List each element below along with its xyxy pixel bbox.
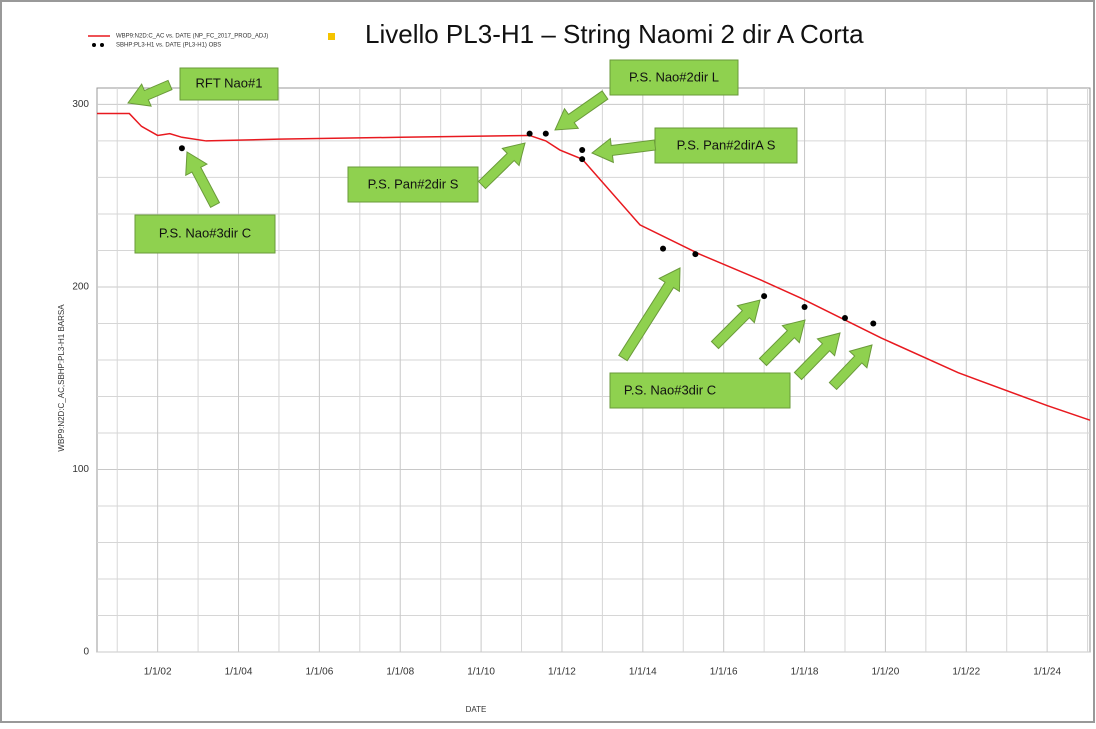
- legend-swatch: [100, 43, 104, 47]
- plot: [97, 112, 1091, 421]
- annotation: P.S. Pan#2dirA S: [677, 137, 776, 152]
- x-tick-label: 1/1/12: [548, 667, 576, 678]
- annotation: P.S. Nao#2dir L: [629, 69, 719, 84]
- annotation-box: [609, 372, 791, 409]
- arrow: [127, 79, 173, 107]
- x-tick-label: 1/1/24: [1033, 667, 1061, 678]
- x-tick-label: 1/1/18: [791, 667, 819, 678]
- arrow: [477, 142, 526, 190]
- x-tick-label: 1/1/08: [386, 667, 414, 678]
- title-bullet: [328, 33, 335, 40]
- arrow: [554, 90, 609, 131]
- arrow: [758, 319, 806, 367]
- annotation: RFT Nao#1: [196, 75, 263, 90]
- x-tick-label: 1/1/10: [467, 667, 495, 678]
- x-tick-label: 1/1/22: [952, 667, 980, 678]
- y-tick-label: 200: [72, 282, 89, 293]
- x-tick-label: 1/1/02: [144, 667, 172, 678]
- annotation-box: [609, 59, 739, 96]
- data-point: [579, 147, 586, 154]
- x-tick-label: 1/1/20: [872, 667, 900, 678]
- data-point: [801, 304, 808, 311]
- series-line: [97, 112, 1091, 421]
- arrow: [185, 151, 221, 209]
- data-point: [579, 156, 586, 163]
- data-point: [542, 130, 549, 137]
- x-tick-label: 1/1/14: [629, 667, 657, 678]
- data-point: [178, 145, 185, 152]
- chart-title: Livello PL3-H1 – String Naomi 2 dir A Co…: [365, 19, 864, 49]
- annotation-box: [654, 127, 798, 164]
- annotation-box: [134, 214, 276, 254]
- y-axis-label: WBP9:N2D:C_AC,SBHP:PL3-H1 BARSA: [57, 304, 66, 452]
- legend-label: WBP9:N2D:C_AC vs. DATE (NP_FC_2017_PROD_…: [116, 34, 268, 40]
- arrow: [591, 137, 657, 164]
- data-point: [761, 293, 768, 300]
- data-point: [692, 251, 699, 258]
- legend-swatch: [92, 43, 96, 47]
- arrow: [710, 299, 761, 350]
- annotation: P.S. Nao#3dir C: [624, 382, 716, 397]
- annotations: RFT Nao#1 P.S. Nao#3dir C P.S. Pan#2dir …: [127, 59, 873, 409]
- x-tick-label: 1/1/16: [710, 667, 738, 678]
- annotation: P.S. Pan#2dir S: [368, 176, 459, 191]
- y-tick-label: 300: [72, 99, 89, 110]
- x-tick-label: 1/1/06: [305, 667, 333, 678]
- arrow: [793, 332, 841, 381]
- annotation-box: [347, 166, 479, 203]
- data-point: [870, 320, 877, 327]
- data-point: [526, 130, 533, 137]
- annotation: P.S. Nao#3dir C: [159, 225, 251, 240]
- annotation-box: [179, 67, 279, 101]
- legend-label: SBHP:PL3-H1 vs. DATE (PL3-H1) OBS: [116, 43, 221, 49]
- x-tick-label: 1/1/04: [225, 667, 253, 678]
- y-tick-label: 100: [72, 464, 89, 475]
- data-point: [660, 245, 667, 252]
- x-axis-label: DATE: [466, 705, 487, 714]
- y-tick-label: 0: [83, 647, 89, 658]
- arrow: [618, 267, 681, 362]
- data-point: [841, 314, 848, 321]
- plot-area: [96, 87, 1091, 653]
- grid: 0 100 200 300 1/1/02 1/1/04 1/1/06 1/1/08 1/1/10…: [72, 87, 1091, 678]
- arrow: [828, 344, 873, 391]
